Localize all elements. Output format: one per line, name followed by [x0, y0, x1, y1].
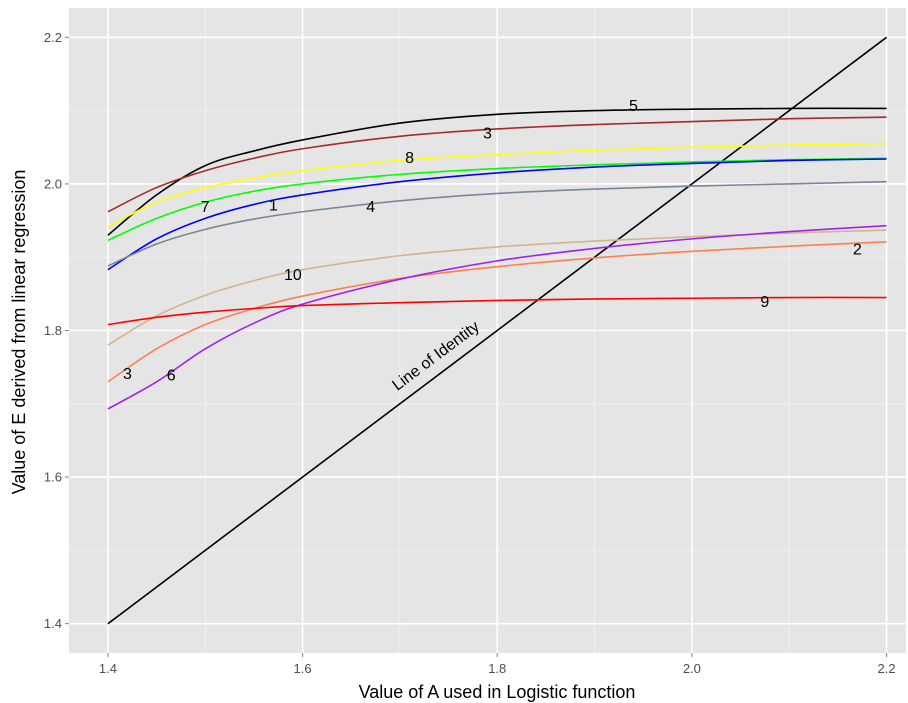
y-axis-ticks: 1.4 1.6 1.8 2.0 2.2	[44, 30, 69, 631]
series-labels: 5 3 8 7 1 4 10 2 6 9 3	[123, 98, 862, 385]
series-line-9	[107, 296, 887, 326]
identity-line	[107, 36, 888, 625]
series-label-10: 10	[284, 267, 302, 284]
series-label-5: 5	[629, 98, 638, 115]
y-tick-label: 1.4	[44, 616, 62, 631]
x-tick-label: 2.0	[683, 661, 701, 676]
x-axis-title: Value of A used in Logistic function	[359, 682, 636, 702]
series-label-9: 9	[760, 294, 769, 311]
series-label-7: 7	[201, 199, 210, 216]
series-line-7	[107, 157, 887, 242]
series-label-4: 4	[366, 199, 375, 216]
series-label-extra: 3	[123, 366, 132, 383]
series-label-2: 2	[853, 241, 862, 258]
series-line-4	[107, 180, 887, 267]
series-label-6: 6	[167, 367, 176, 384]
x-tick-label: 2.2	[877, 661, 895, 676]
series-line-5	[107, 107, 887, 236]
series-label-3: 3	[483, 126, 492, 143]
series-lines	[107, 107, 887, 410]
series-label-8: 8	[405, 150, 414, 167]
y-tick-label: 2.2	[44, 30, 62, 45]
x-tick-label: 1.8	[488, 661, 506, 676]
series-line-1	[107, 158, 887, 271]
series-line-8	[107, 142, 887, 228]
y-tick-label: 1.6	[44, 470, 62, 485]
x-tick-label: 1.4	[99, 661, 117, 676]
series-label-1: 1	[269, 197, 278, 214]
x-axis-ticks: 1.4 1.6 1.8 2.0 2.2	[99, 653, 896, 676]
series-line-2	[107, 241, 887, 383]
x-tick-label: 1.6	[294, 661, 312, 676]
y-tick-label: 1.8	[44, 323, 62, 338]
series-line-6	[107, 224, 887, 410]
y-axis-title: Value of E derived from linear regressio…	[9, 170, 29, 495]
y-tick-label: 2.0	[44, 176, 62, 191]
series-line-3	[107, 116, 887, 213]
